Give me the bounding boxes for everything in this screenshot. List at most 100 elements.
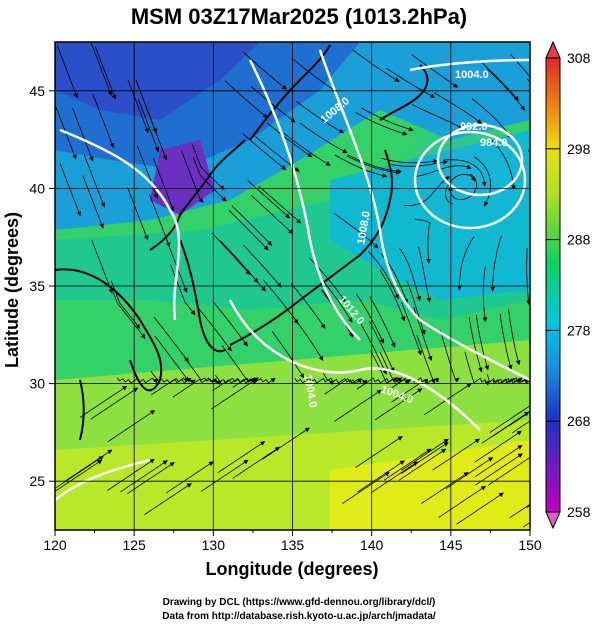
streamline [379, 352, 412, 384]
credit-drawing: Drawing by DCL (https://www.gfd-dennou.o… [163, 597, 436, 608]
streamline [347, 154, 403, 174]
streamline [291, 57, 338, 93]
isobar-label: 1008.0 [355, 210, 373, 245]
streamline [64, 449, 113, 482]
streamline [386, 67, 436, 98]
streamline [196, 306, 232, 352]
streamline [290, 283, 326, 329]
streamline [247, 180, 291, 219]
streamline [135, 79, 158, 134]
streamline [221, 345, 258, 385]
streamline [59, 163, 81, 217]
streamline [299, 122, 348, 154]
streamline [508, 309, 521, 366]
streamline [153, 317, 189, 363]
streamline [511, 420, 530, 434]
streamline [421, 471, 469, 504]
streamline [379, 270, 406, 322]
streamline [82, 175, 104, 229]
colorbar-tick-label: 268 [567, 413, 591, 429]
colorbar-scale [545, 57, 561, 513]
streamline [200, 459, 249, 492]
isobar-label: 1004.0 [301, 374, 319, 409]
streamline [144, 483, 192, 516]
streamline [148, 193, 171, 248]
streamline [489, 405, 530, 433]
colorbar-tick-label: 288 [567, 232, 591, 248]
streamline [72, 108, 94, 162]
streamline [475, 453, 523, 486]
streamline [166, 461, 214, 494]
streamline [333, 212, 379, 249]
plot-area: 1004.0 1008.0 992.0 984.0 1012.0 1004.0 … [55, 42, 530, 530]
streamline [474, 444, 523, 477]
streamline [487, 456, 530, 486]
streamline [271, 331, 305, 379]
x-axis-ticks: 120 125 130 135 140 145 150 [43, 530, 542, 553]
streamline [342, 471, 390, 504]
y-tick-label: 40 [29, 180, 45, 196]
x-tick-label: 150 [518, 537, 542, 553]
streamline [153, 158, 175, 212]
streamline [56, 44, 78, 99]
streamline [360, 323, 387, 375]
streamline [228, 209, 269, 251]
streamline [490, 139, 516, 191]
streamline [361, 107, 414, 132]
streamline [324, 378, 368, 395]
colorbar-max-triangle [545, 40, 561, 59]
streamline [251, 195, 294, 235]
streamline [411, 54, 459, 88]
streamline [416, 164, 472, 177]
streamline [475, 314, 490, 371]
streamline [172, 377, 218, 398]
isobar-label: 1004.0 [455, 69, 489, 81]
streamline [211, 377, 259, 410]
streamline [355, 112, 408, 136]
y-tick-label: 30 [29, 376, 45, 392]
x-tick-label: 130 [202, 537, 226, 553]
streamline [509, 503, 530, 519]
streamline [355, 293, 384, 344]
x-axis-label: Longitude (degrees) [205, 559, 378, 579]
streamline [401, 301, 422, 356]
streamline [457, 236, 475, 291]
streamline [447, 173, 478, 201]
streamline [404, 176, 450, 207]
streamline [486, 374, 522, 385]
streamline [112, 292, 146, 339]
colorbar-tick-label: 278 [567, 322, 591, 338]
x-tick-label: 125 [122, 537, 146, 553]
streamline [217, 441, 266, 474]
streamline [387, 377, 428, 391]
streamline [215, 374, 256, 384]
streamline [79, 385, 128, 418]
streamline [473, 156, 491, 207]
y-tick-label: 45 [29, 83, 45, 99]
streamline [154, 335, 189, 382]
streamline [120, 460, 168, 493]
streamline [232, 446, 280, 479]
streamline [417, 246, 432, 303]
streamline [90, 387, 139, 420]
streamline [258, 185, 302, 224]
streamline [478, 59, 519, 101]
lat-lon-grid [55, 42, 530, 530]
streamline [401, 438, 449, 471]
streamline [107, 458, 155, 491]
streamline [414, 218, 431, 264]
streamline [499, 313, 513, 370]
streamline [369, 296, 396, 348]
streamline [440, 330, 460, 383]
colorbar: 258 268 278 288 298 308 [545, 40, 591, 530]
streamline [508, 411, 530, 427]
streamline [355, 436, 403, 468]
streamline [352, 49, 400, 82]
streamline [356, 377, 398, 390]
streamline [184, 357, 223, 386]
streamline [445, 457, 494, 490]
streamline [471, 98, 512, 139]
streamline [399, 248, 421, 302]
streamline [91, 240, 113, 294]
